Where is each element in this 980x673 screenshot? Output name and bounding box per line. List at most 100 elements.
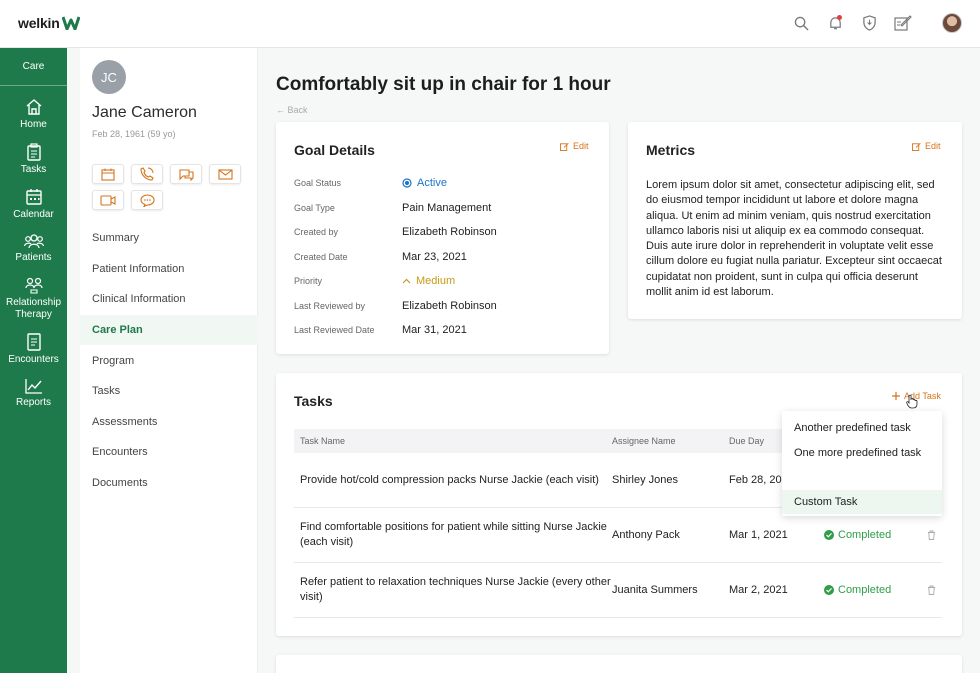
sidebar-item-label: Encounters bbox=[8, 354, 59, 365]
goal-row-last-reviewed-by: Last Reviewed by Elizabeth Robinson bbox=[294, 296, 594, 316]
video-call-button[interactable] bbox=[92, 190, 124, 210]
edit-icon bbox=[912, 142, 921, 151]
add-task-button[interactable]: Add Task bbox=[892, 391, 941, 401]
welkin-logo[interactable]: welkin bbox=[18, 15, 80, 31]
patient-menu-assessments[interactable]: Assessments bbox=[92, 415, 158, 428]
logo-text: welkin bbox=[18, 15, 60, 31]
patient-dob: Feb 28, 1961 (59 yo) bbox=[92, 129, 176, 139]
sidebar-item-encounters[interactable]: Encounters bbox=[0, 333, 67, 366]
patient-menu-clinical-information[interactable]: Clinical Information bbox=[92, 293, 186, 306]
people-icon bbox=[23, 234, 44, 249]
delete-task-button[interactable] bbox=[927, 585, 942, 595]
sidebar-section-care[interactable]: Care bbox=[0, 48, 67, 86]
edit-metrics-button[interactable]: Edit bbox=[912, 141, 941, 151]
delete-task-button[interactable] bbox=[927, 530, 942, 540]
video-icon bbox=[100, 194, 116, 206]
dropdown-item-predefined-1[interactable]: Another predefined task bbox=[794, 422, 911, 434]
metrics-card: Metrics Edit Lorem ipsum dolor sit amet,… bbox=[628, 122, 962, 319]
shield-icon[interactable] bbox=[860, 14, 878, 32]
sidebar-item-label: Calendar bbox=[13, 209, 54, 220]
chat-button[interactable] bbox=[170, 164, 202, 184]
patient-actions bbox=[92, 164, 252, 210]
goal-row-created-by: Created by Elizabeth Robinson bbox=[294, 222, 594, 242]
calendar-icon bbox=[101, 168, 115, 181]
edit-label: Edit bbox=[573, 141, 589, 151]
task-status: Completed bbox=[824, 529, 927, 541]
task-assignee: Juanita Summers bbox=[612, 584, 698, 596]
sidebar-item-label: Reports bbox=[15, 397, 51, 408]
sidebar-item-calendar[interactable]: Calendar bbox=[0, 188, 67, 221]
table-row[interactable]: Refer patient to relaxation techniques N… bbox=[294, 563, 942, 618]
goal-row-status: Goal Status Active bbox=[294, 173, 594, 193]
notification-dot bbox=[837, 15, 842, 20]
field-label: Goal Status bbox=[294, 178, 342, 188]
sidebar-item-label: Relationship Therapy bbox=[5, 297, 62, 320]
table-row[interactable]: Find comfortable positions for patient w… bbox=[294, 508, 942, 563]
user-avatar[interactable] bbox=[942, 13, 962, 33]
sidebar-item-tasks[interactable]: Tasks bbox=[0, 143, 67, 176]
column-header-due-day[interactable]: Due Day bbox=[729, 436, 765, 446]
column-header-assignee[interactable]: Assignee Name bbox=[612, 436, 676, 446]
patient-menu-summary[interactable]: Summary bbox=[92, 232, 140, 245]
task-due: Mar 2, 2021 bbox=[729, 584, 788, 596]
field-label: Last Reviewed Date bbox=[294, 325, 375, 335]
dropdown-item-custom-task[interactable]: Custom Task bbox=[782, 490, 942, 514]
field-label: Last Reviewed by bbox=[294, 301, 366, 311]
goal-status-value: Active bbox=[402, 177, 447, 189]
patient-panel: JC Jane Cameron Feb 28, 1961 (59 yo) Sum… bbox=[80, 48, 258, 673]
patient-menu: Summary Patient Information Clinical Inf… bbox=[80, 223, 258, 498]
sidebar-item-label: Patients bbox=[15, 252, 52, 263]
calendar-icon bbox=[25, 189, 42, 205]
document-icon bbox=[26, 333, 41, 351]
search-icon[interactable] bbox=[792, 14, 810, 32]
column-header-task-name[interactable]: Task Name bbox=[300, 435, 346, 446]
edit-goal-button[interactable]: Edit bbox=[560, 141, 589, 151]
patient-menu-patient-information[interactable]: Patient Information bbox=[92, 262, 185, 275]
patient-avatar: JC bbox=[92, 60, 126, 94]
call-button[interactable] bbox=[131, 164, 163, 184]
trash-icon bbox=[928, 585, 935, 595]
sidebar-item-home[interactable]: Home bbox=[0, 98, 67, 131]
back-link[interactable]: ← Back bbox=[276, 105, 308, 115]
sidebar-item-reports[interactable]: Reports bbox=[0, 378, 67, 409]
top-bar: welkin bbox=[0, 0, 980, 48]
next-card bbox=[276, 655, 962, 673]
add-task-dropdown: Another predefined task One more predefi… bbox=[782, 411, 942, 516]
bell-icon[interactable] bbox=[826, 14, 844, 32]
dropdown-item-predefined-2[interactable]: One more predefined task bbox=[794, 447, 922, 459]
patient-menu-documents[interactable]: Documents bbox=[92, 477, 148, 490]
patient-menu-tasks[interactable]: Tasks bbox=[92, 385, 121, 398]
patient-menu-encounters[interactable]: Encounters bbox=[92, 446, 148, 459]
clipboard-icon bbox=[26, 143, 41, 161]
email-button[interactable] bbox=[209, 164, 241, 184]
sidebar-item-label: Home bbox=[20, 119, 47, 130]
priority-text: Medium bbox=[416, 275, 456, 287]
field-value: Elizabeth Robinson bbox=[402, 226, 497, 238]
schedule-button[interactable] bbox=[92, 164, 124, 184]
status-text: Completed bbox=[838, 529, 892, 541]
task-name: Provide hot/cold compression packs Nurse… bbox=[300, 473, 599, 486]
patient-menu-care-plan[interactable]: Care Plan bbox=[80, 314, 258, 346]
main-sidebar: Care Home Tasks Calendar Patients Relati… bbox=[0, 48, 67, 673]
message-button[interactable] bbox=[131, 190, 163, 210]
sidebar-item-patients[interactable]: Patients bbox=[0, 233, 67, 264]
task-assignee: Shirley Jones bbox=[612, 474, 679, 486]
sidebar-item-relationship-therapy[interactable]: Relationship Therapy bbox=[0, 276, 67, 321]
table-row[interactable]: Provide hot/cold compression packs Nurse… bbox=[294, 453, 942, 508]
field-label: Created by bbox=[294, 227, 339, 237]
hand-cursor-icon bbox=[906, 394, 918, 409]
patient-name: Jane Cameron bbox=[92, 104, 197, 121]
plus-icon bbox=[892, 392, 900, 400]
card-title: Metrics bbox=[646, 142, 696, 158]
sidebar-item-label: Tasks bbox=[20, 164, 47, 175]
edit-note-icon[interactable] bbox=[894, 14, 912, 32]
priority-value: Medium bbox=[402, 275, 455, 287]
chevron-up-icon bbox=[402, 278, 411, 284]
add-task-label: Add Task bbox=[904, 391, 941, 401]
field-value: Mar 31, 2021 bbox=[402, 324, 467, 336]
message-icon bbox=[139, 193, 155, 207]
goal-details-card: Goal Details Edit Goal Status Active Goal… bbox=[276, 122, 609, 354]
trash-icon bbox=[928, 530, 935, 540]
field-label: Priority bbox=[294, 276, 323, 286]
patient-menu-program[interactable]: Program bbox=[92, 354, 135, 367]
